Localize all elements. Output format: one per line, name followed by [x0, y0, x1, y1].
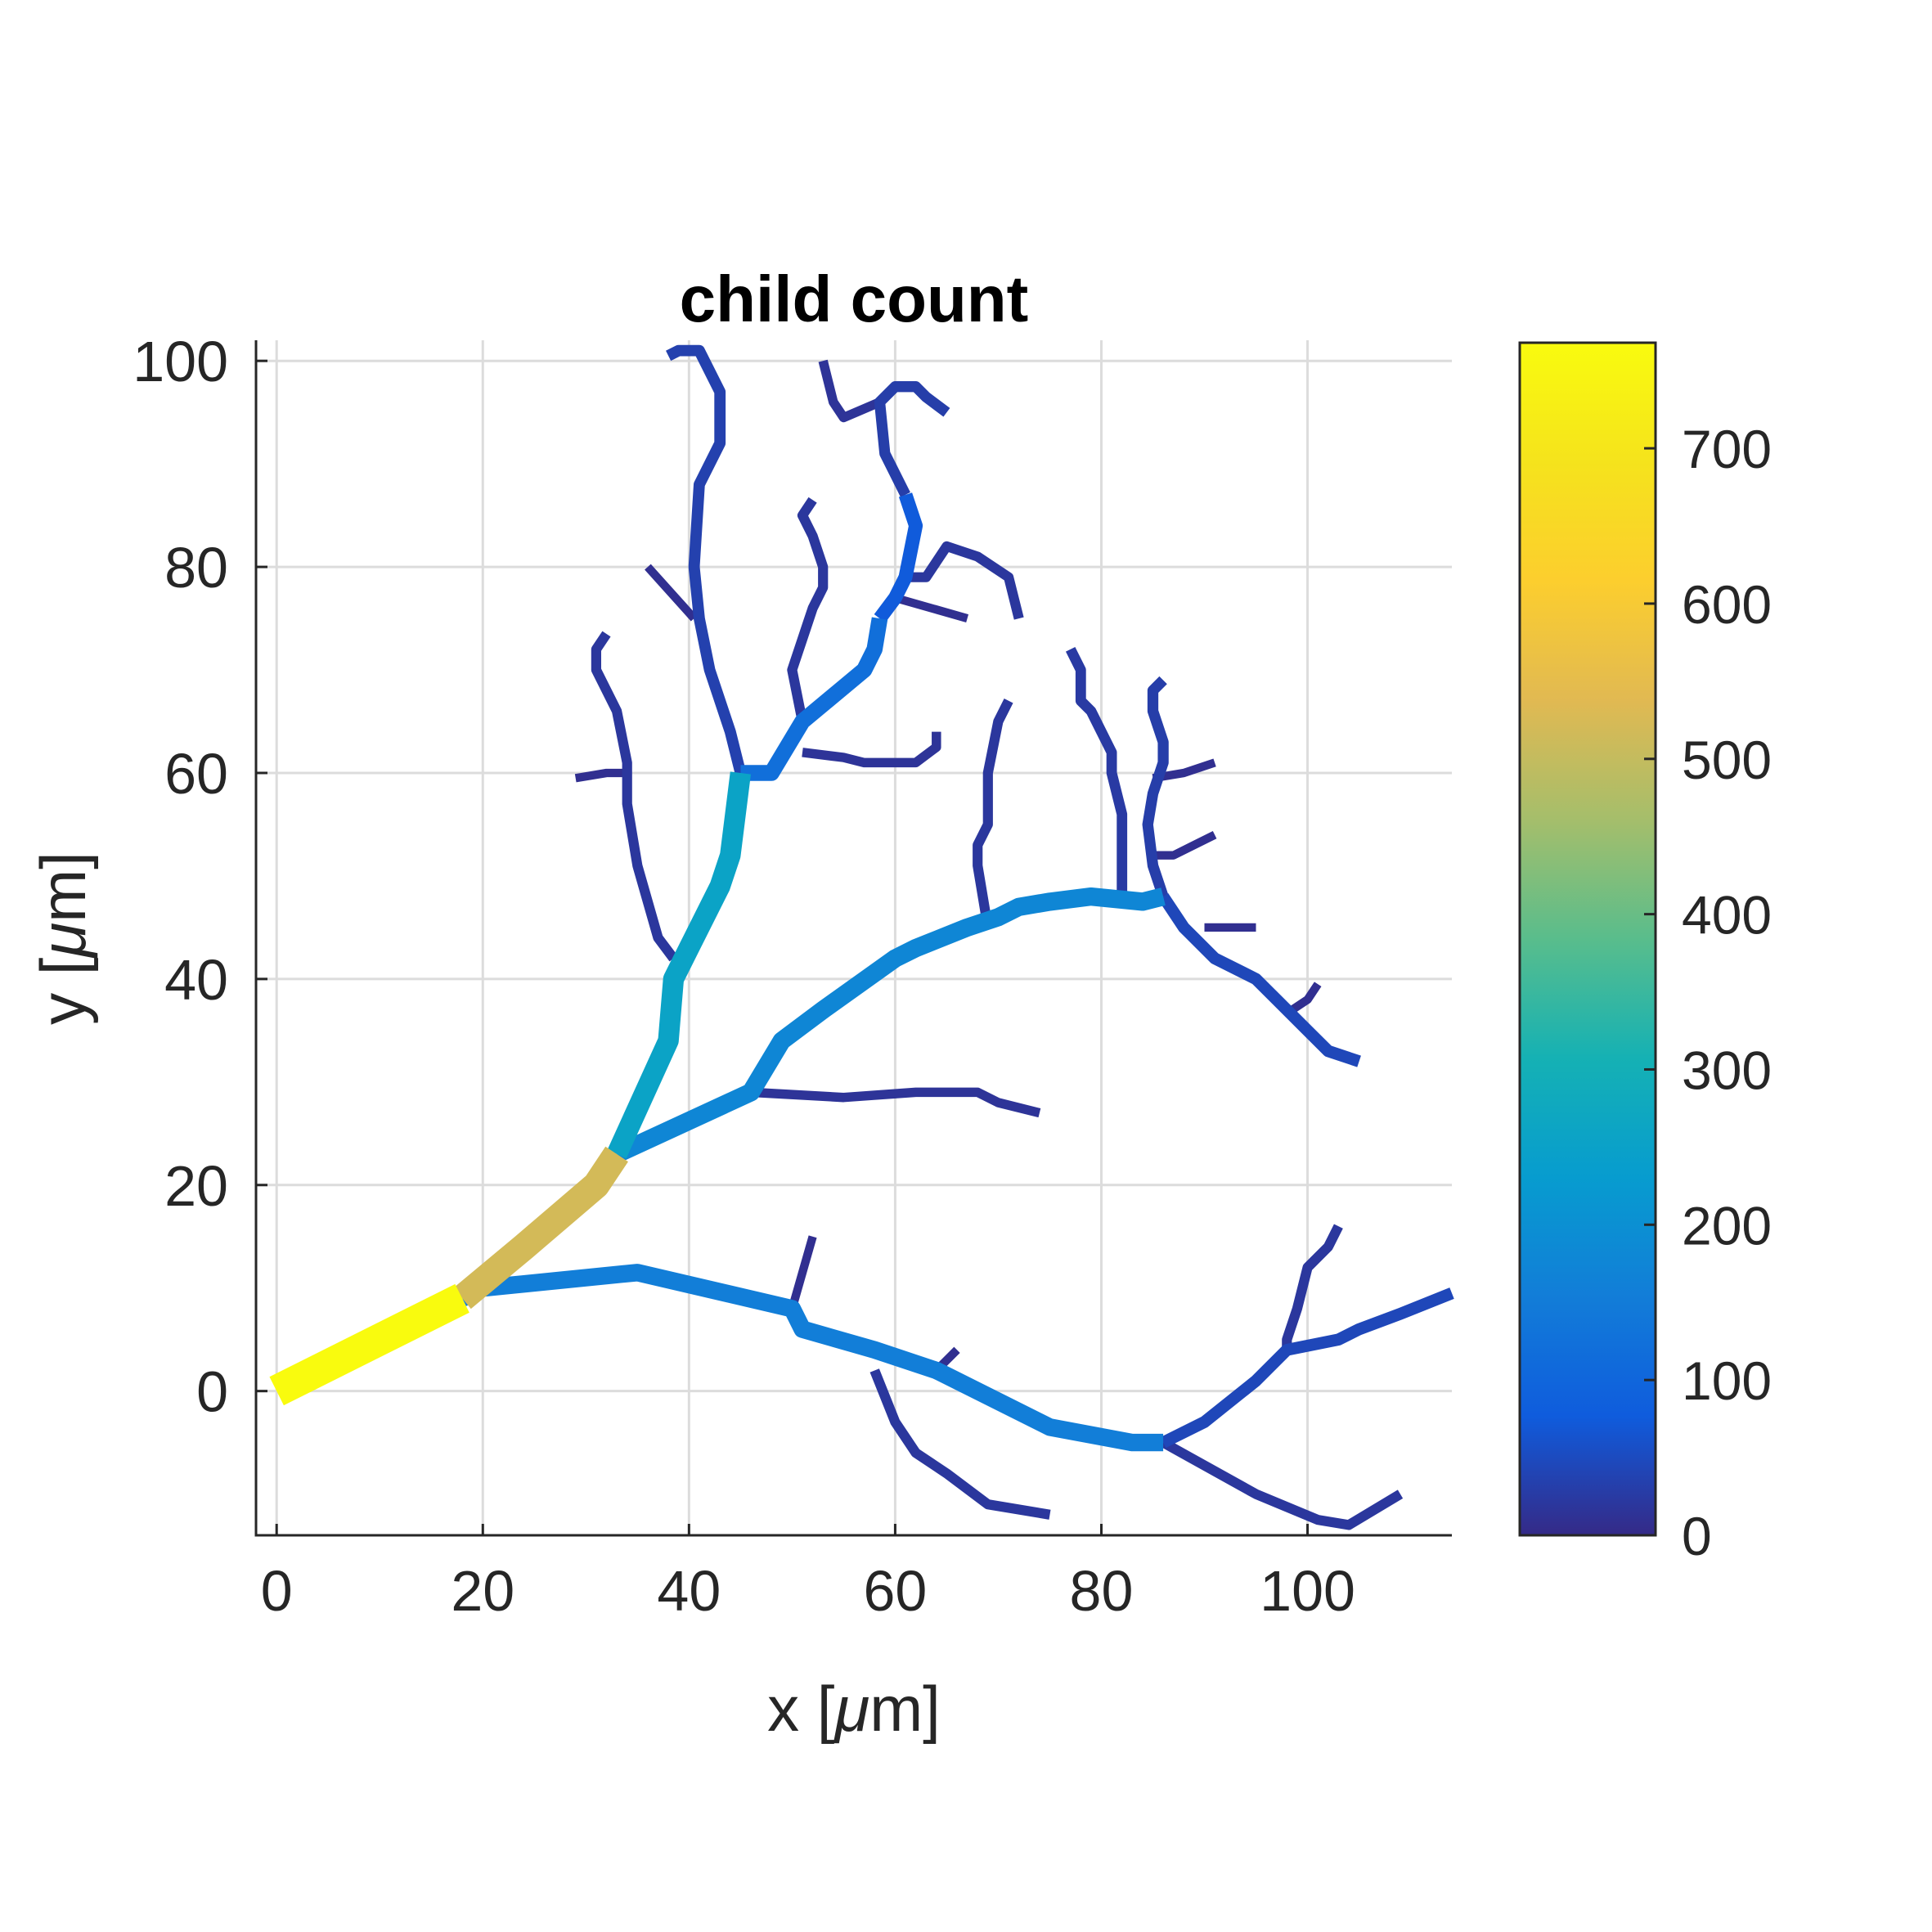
- y-tick-label: 0: [196, 1360, 228, 1424]
- dendrite-segment: [1161, 1438, 1404, 1530]
- x-tick-label: 0: [261, 1559, 293, 1623]
- dendrite-segment: [750, 1087, 1041, 1118]
- dendrite-segment: [613, 887, 1166, 1163]
- colorbar-tick-label: 500: [1682, 730, 1772, 790]
- dendrite-segment: [1065, 646, 1128, 897]
- dendrite-segment: [818, 359, 882, 423]
- y-axis-label: y [μm]: [27, 851, 99, 1025]
- y-tick-label: 40: [164, 948, 228, 1012]
- dendrite-segment: [607, 771, 752, 1159]
- dendrite-segment: [453, 1146, 628, 1310]
- dendrite-segment: [802, 731, 941, 768]
- dendrite-segment: [788, 1235, 817, 1310]
- y-tick-label: 60: [164, 742, 228, 806]
- x-tick-label: 80: [1070, 1559, 1134, 1623]
- dendrite-segment: [874, 381, 950, 497]
- dendrite-segment: [1160, 1287, 1454, 1449]
- x-tick-label: 20: [451, 1559, 514, 1623]
- y-tick-label: 80: [164, 536, 228, 600]
- x-axis-label: x [μm]: [767, 1673, 941, 1745]
- axes-box: [254, 340, 1452, 1537]
- dendrite-segment: [645, 564, 698, 622]
- dendrite-segment: [893, 593, 969, 623]
- colorbar-tick-label: 0: [1682, 1506, 1712, 1566]
- dendrite-segment: [1282, 1224, 1343, 1350]
- dendrite-segment: [973, 699, 1013, 928]
- dendrite-segment: [905, 541, 1024, 620]
- dendrite-segment: [874, 492, 923, 623]
- x-tick-label: 60: [863, 1559, 927, 1623]
- dendrite-segment: [458, 1264, 1164, 1452]
- x-ticks: 0 20 40 60 80 100: [261, 1524, 1355, 1623]
- dendrite-segment: [1142, 676, 1169, 899]
- colorbar-tick-label: 400: [1682, 885, 1772, 946]
- colorbar-tick-label: 300: [1682, 1040, 1772, 1100]
- chart-title: child count: [680, 263, 1029, 335]
- colorbar-tick-label: 200: [1682, 1195, 1772, 1256]
- colorbar-ticks: 0 100 200 300 400 500 600 700: [1644, 419, 1772, 1566]
- dendrite-segment: [869, 1368, 1051, 1520]
- x-tick-label: 100: [1260, 1559, 1355, 1623]
- dendrite-segment: [1157, 893, 1361, 1067]
- dendrite-segment: [1289, 982, 1322, 1013]
- colorbar: [1518, 341, 1657, 1537]
- y-ticks: 0 20 40 60 80 100: [133, 330, 267, 1424]
- dendrite-segment: [574, 768, 627, 783]
- dendrite-segment: [269, 1283, 470, 1406]
- x-tick-label: 40: [657, 1559, 721, 1623]
- y-tick-label: 20: [164, 1154, 228, 1218]
- dendrite-segment: [666, 344, 747, 775]
- dendrite-branches: [269, 344, 1454, 1530]
- dendrite-segment: [740, 617, 888, 781]
- axes: [254, 340, 1452, 1537]
- dendrite-segment: [591, 631, 678, 962]
- colorbar-tick-label: 700: [1682, 419, 1772, 479]
- dendrite-segment: [1148, 830, 1217, 860]
- colorbar-tick-label: 600: [1682, 574, 1772, 635]
- dendrite-segment: [787, 496, 829, 723]
- colorbar-tick-label: 100: [1682, 1350, 1772, 1411]
- y-tick-label: 100: [133, 330, 228, 393]
